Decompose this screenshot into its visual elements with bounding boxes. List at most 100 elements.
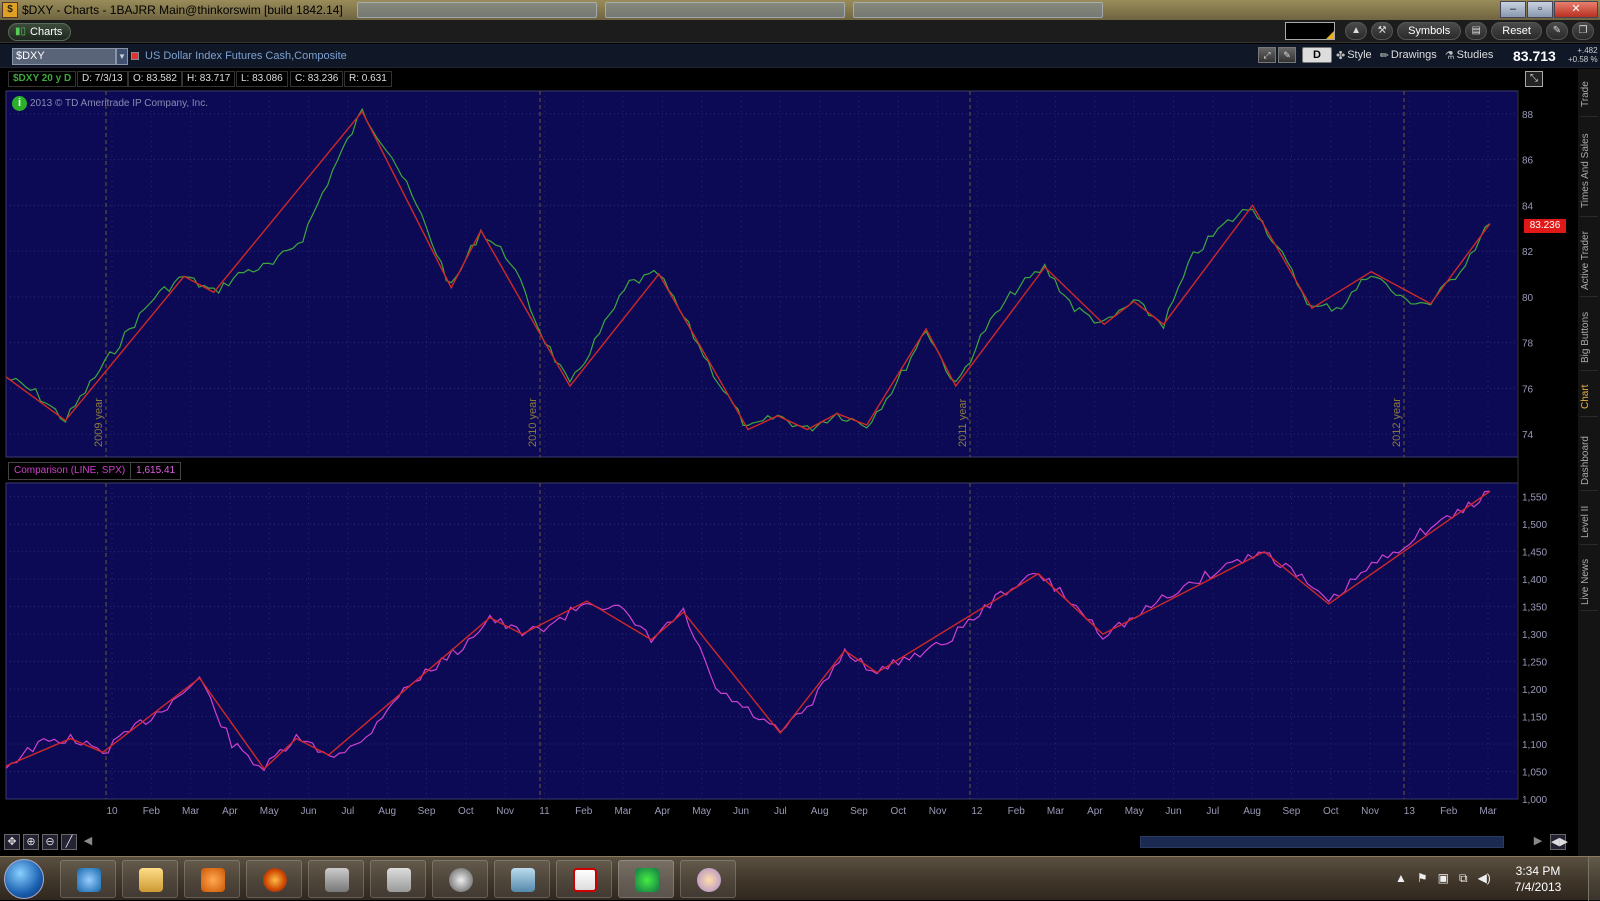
symbol-dropdown-icon[interactable]: ▼	[116, 48, 128, 65]
minimize-icon[interactable]: –	[1500, 1, 1526, 18]
app-icon	[511, 868, 535, 892]
chart-area[interactable]: 88 86 84 82 80 78 76 74 1,550 1,500 1,450 1,400 1,35…	[0, 69, 1600, 856]
taskbar-app[interactable]	[494, 860, 550, 898]
chart-settings-icon[interactable]: ⤡	[1525, 71, 1543, 87]
display-icon[interactable]: ▣	[1437, 871, 1449, 885]
taskbar-calculator[interactable]	[370, 860, 426, 898]
taskbar-thinkorswim[interactable]	[618, 860, 674, 898]
volume-icon[interactable]: ◀)	[1477, 871, 1491, 885]
change-pct: +0.58 %	[1568, 55, 1598, 64]
ie-icon	[77, 868, 101, 892]
expand-icon[interactable]: ⤢	[1258, 47, 1276, 63]
x-tick-label: Nov	[1361, 806, 1379, 817]
taskbar-files[interactable]	[308, 860, 364, 898]
price-chart-svg[interactable]: 88 86 84 82 80 78 76 74 1,550 1,500 1,450 1,400 1,35…	[0, 69, 1578, 832]
wrench-icon[interactable]: ⚒	[1371, 22, 1394, 40]
background-window-tab[interactable]	[356, 2, 597, 18]
x-tick-label: Mar	[1479, 806, 1497, 817]
lower-tick-label: 1,500	[1522, 520, 1547, 531]
background-window-tab[interactable]	[852, 2, 1103, 18]
upper-tick-label: 84	[1522, 201, 1534, 212]
info-icon[interactable]: i	[12, 96, 27, 111]
flag-icon	[131, 52, 139, 60]
pane-separator	[6, 459, 1518, 481]
system-clock[interactable]: 3:34 PM 7/4/2013	[1508, 863, 1568, 895]
upper-tick-label: 76	[1522, 384, 1534, 395]
horizontal-scrollbar[interactable]	[1140, 836, 1504, 848]
side-tab-live-news[interactable]: Live News	[1580, 553, 1598, 611]
firefox-icon	[263, 868, 287, 892]
symbols-button[interactable]: Symbols	[1397, 22, 1462, 40]
zoom-in-icon[interactable]: ⊕	[23, 834, 39, 850]
background-window-tab[interactable]	[604, 2, 845, 18]
year-marker-label: 2011 year	[957, 399, 969, 447]
style-icon: ✤	[1336, 49, 1346, 62]
side-tab-dashboard[interactable]: Dashboard	[1580, 431, 1598, 491]
bell-icon[interactable]: ▲	[1345, 22, 1368, 40]
x-tick-label: Aug	[811, 806, 829, 817]
lower-tick-label: 1,300	[1522, 630, 1547, 641]
period-button[interactable]: D	[1302, 47, 1332, 63]
flag-icon[interactable]: ⚑	[1416, 871, 1428, 885]
drawings-button[interactable]: Drawings	[1390, 49, 1437, 61]
style-button[interactable]: Style	[1347, 49, 1372, 61]
x-tick-label: Jun	[301, 806, 317, 817]
side-tab-level-ii[interactable]: Level II	[1580, 499, 1598, 545]
upper-tick-label: 88	[1522, 110, 1534, 121]
taskbar-explorer[interactable]	[122, 860, 178, 898]
taskbar-ie[interactable]	[60, 860, 116, 898]
copyright-notice: i 2013 © TD Ameritrade IP Company, Inc.	[12, 96, 208, 111]
start-button[interactable]	[4, 859, 44, 899]
x-tick-label: Apr	[222, 806, 238, 817]
dxy-zigzag-line	[5, 110, 1491, 431]
expand-time-icon[interactable]: ◀▶	[1550, 834, 1568, 850]
taskbar-firefox[interactable]	[246, 860, 302, 898]
calculator-icon	[387, 868, 411, 892]
pdf-icon	[573, 868, 597, 892]
taskbar-paint[interactable]	[680, 860, 736, 898]
pin-icon[interactable]: ✎	[1546, 22, 1568, 40]
side-tab-times-and-sales[interactable]: Times And Sales	[1580, 125, 1598, 217]
x-tick-label: Jul	[774, 806, 787, 817]
taskbar-media[interactable]	[184, 860, 240, 898]
symbol-input[interactable]: $DXY	[12, 48, 116, 65]
side-tab-big-buttons[interactable]: Big Buttons	[1580, 305, 1598, 371]
windows-taskbar: ▲ ⚑ ▣ ⧉ ◀) 3:34 PM 7/4/2013	[0, 856, 1600, 901]
color-swatch[interactable]	[1285, 22, 1336, 40]
show-desktop-button[interactable]	[1588, 857, 1600, 901]
x-tick-label: Jun	[733, 806, 749, 817]
lower-tick-label: 1,100	[1522, 740, 1547, 751]
year-marker-label: 2010 year	[527, 398, 539, 447]
crosshair-icon[interactable]: ✥	[4, 834, 20, 850]
upper-tick-label: 78	[1522, 339, 1534, 350]
tray-expand-icon[interactable]: ▲	[1395, 871, 1407, 885]
x-tick-label: May	[1125, 806, 1144, 817]
taskbar-acrobat[interactable]	[556, 860, 612, 898]
detach-icon[interactable]: ❐	[1572, 22, 1594, 40]
ohlc-low: L: 83.086	[236, 71, 288, 87]
print-icon[interactable]: ▤	[1465, 22, 1488, 40]
side-tab-chart[interactable]: Chart	[1580, 377, 1598, 417]
drawing-line-icon[interactable]: ╱	[61, 834, 77, 850]
x-tick-label: Aug	[378, 806, 396, 817]
folder-icon	[139, 868, 163, 892]
x-tick-label: Jul	[1206, 806, 1219, 817]
system-tray: ▲ ⚑ ▣ ⧉ ◀)	[1395, 871, 1501, 886]
scroll-right-icon[interactable]: ▶	[1533, 835, 1543, 847]
studies-button[interactable]: Studies	[1456, 49, 1494, 61]
draw-icon[interactable]: ✎	[1278, 47, 1296, 63]
close-icon[interactable]: ✕	[1554, 1, 1598, 18]
reset-button[interactable]: Reset	[1491, 22, 1542, 40]
side-tab-trade[interactable]: Trade	[1580, 73, 1598, 117]
tab-charts-label: Charts	[30, 26, 63, 38]
flask-icon: ⚗	[1444, 49, 1455, 62]
taskbar-steam[interactable]	[432, 860, 488, 898]
maximize-icon[interactable]: ▫	[1527, 1, 1553, 18]
scroll-left-icon[interactable]: ◀	[83, 835, 93, 847]
x-tick-label: Jun	[1165, 806, 1181, 817]
side-tabs: Trade Times And Sales Active Trader Big …	[1578, 69, 1600, 856]
side-tab-active-trader[interactable]: Active Trader	[1580, 225, 1598, 297]
network-icon[interactable]: ⧉	[1459, 871, 1468, 885]
tab-charts[interactable]: ▮▯ Charts	[8, 23, 72, 41]
zoom-out-icon[interactable]: ⊖	[42, 834, 58, 850]
